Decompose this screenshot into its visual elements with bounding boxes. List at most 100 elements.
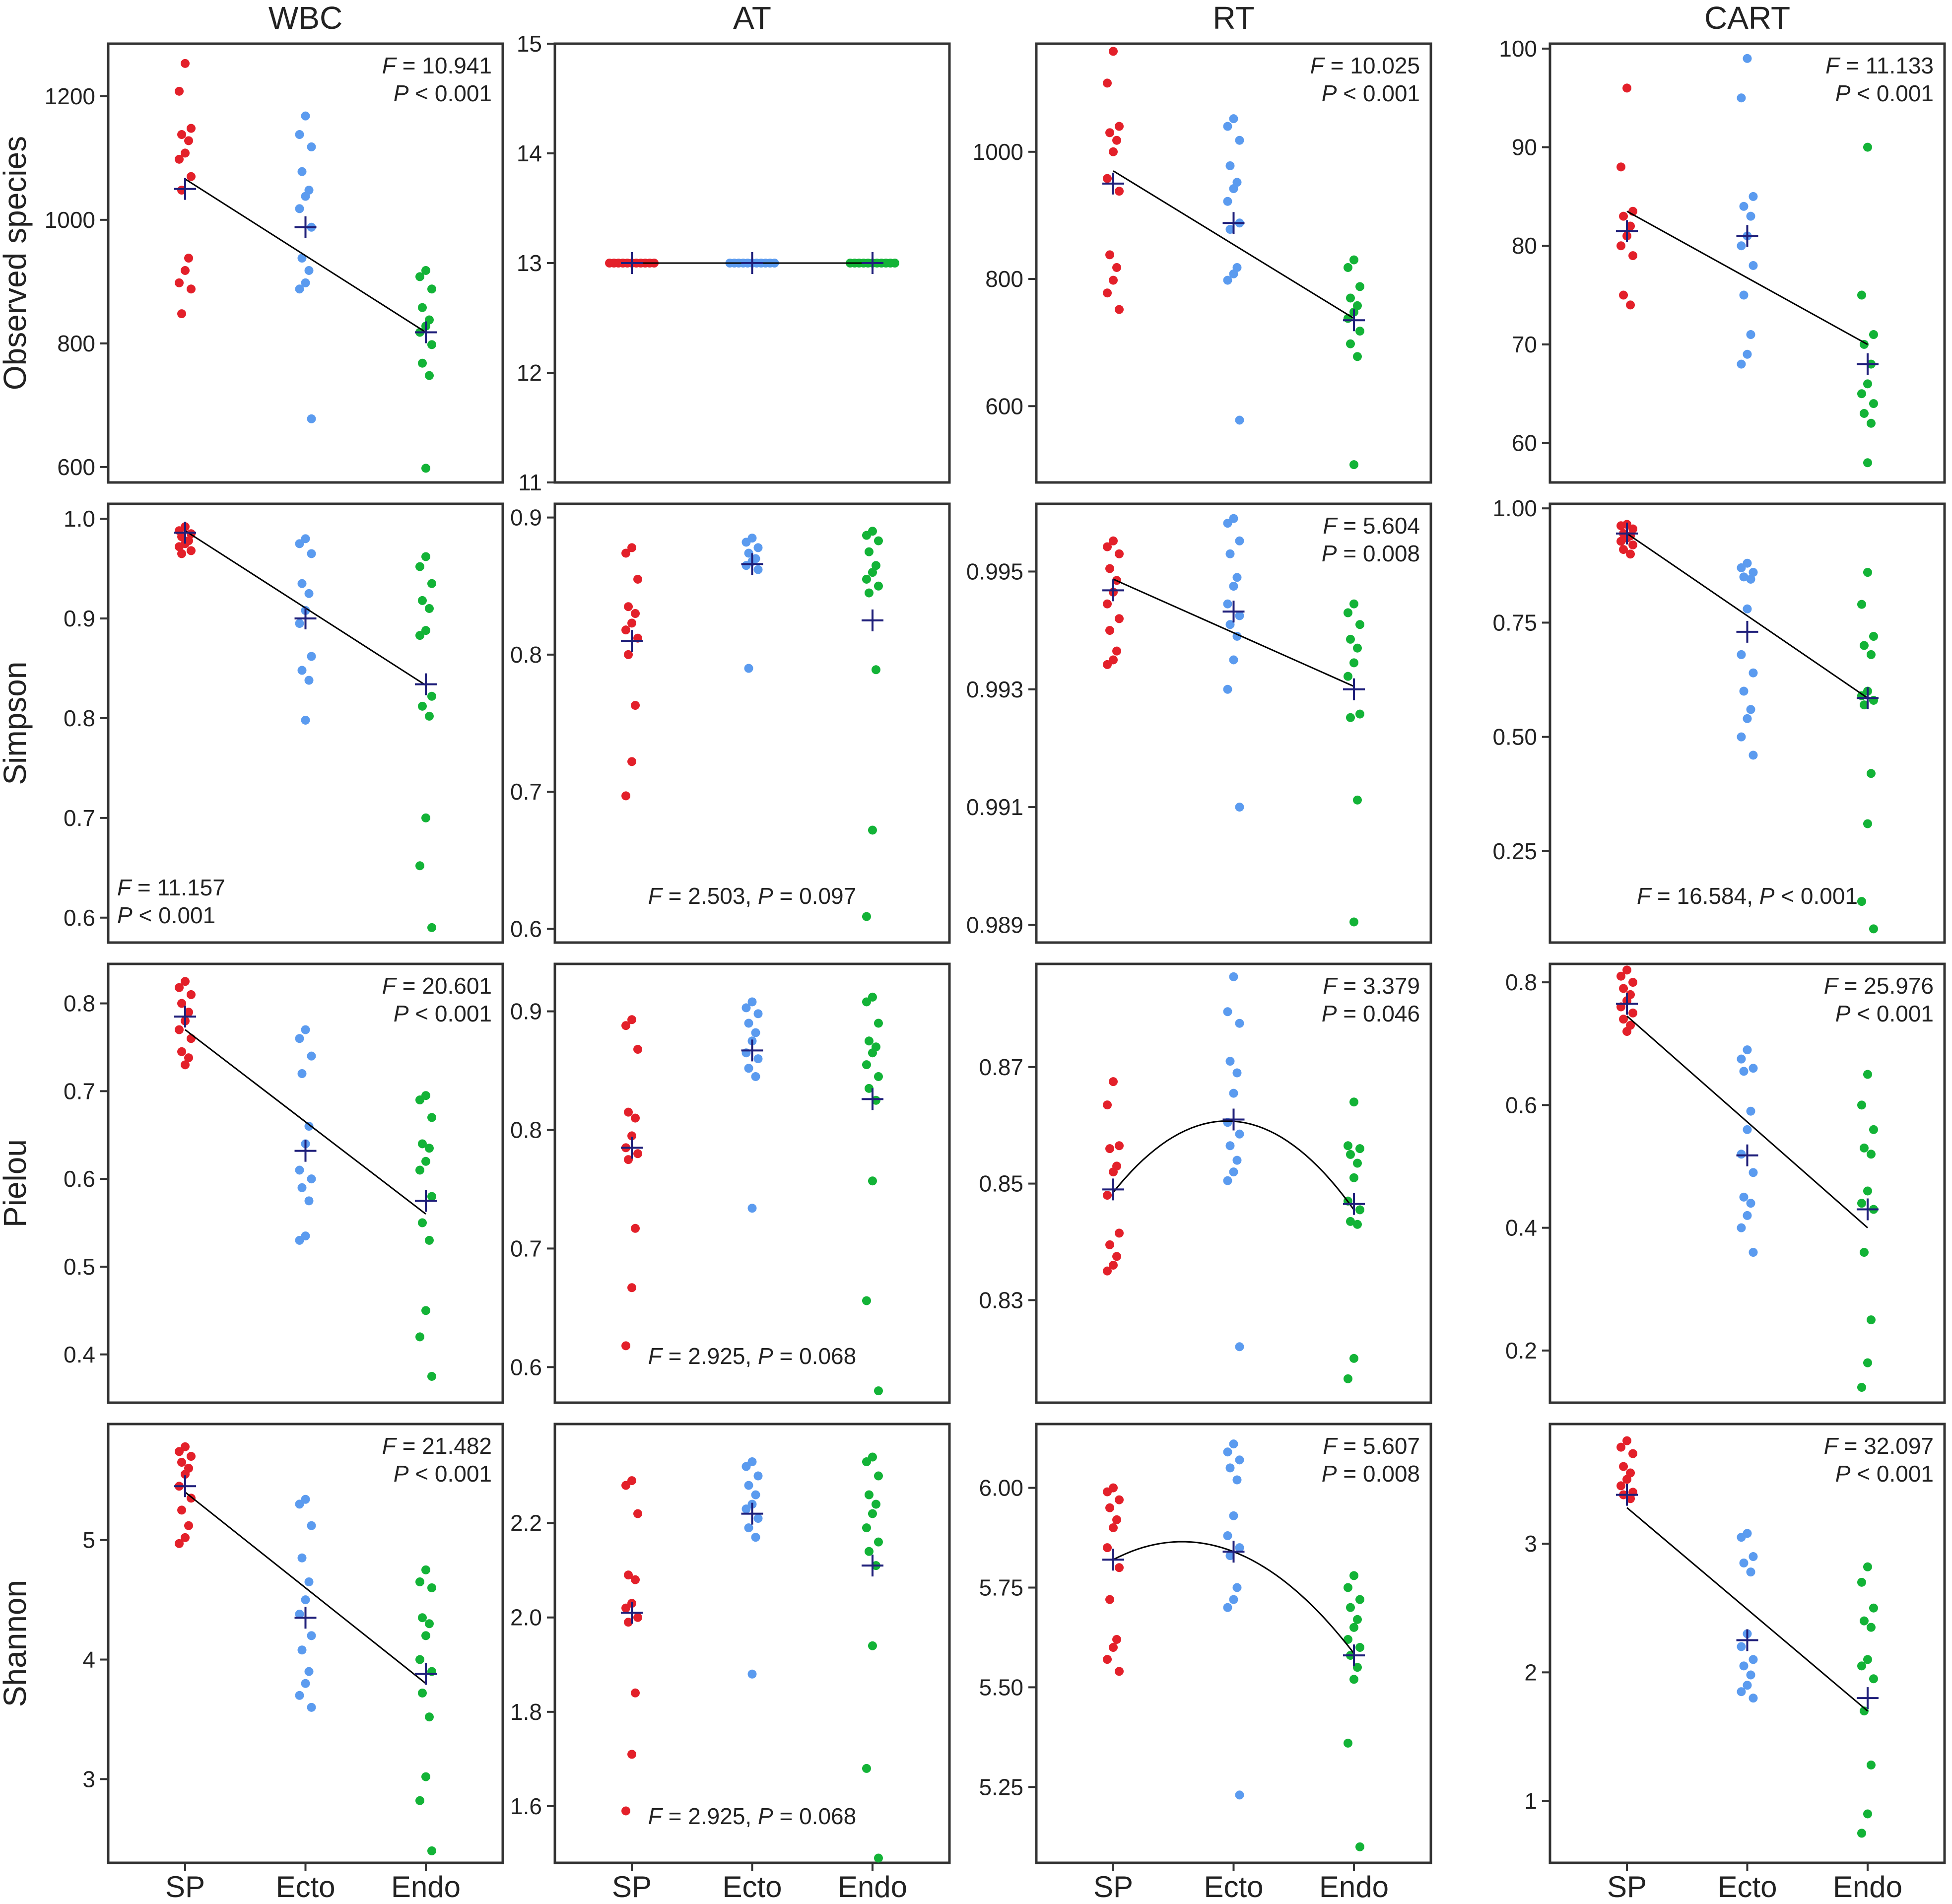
data-point-ecto [1229,655,1238,665]
data-point-sp [1103,78,1112,88]
data-point-endo [1863,1562,1872,1571]
data-point-sp [633,1613,643,1622]
y-tick-label: 3 [1524,1531,1537,1557]
data-point-sp [184,1008,194,1017]
data-point-endo [1355,282,1364,291]
data-point-endo [415,1796,424,1805]
data-point-sp [175,278,184,287]
data-point-ecto [1229,582,1238,591]
data-point-endo [1857,1199,1866,1208]
data-point-ecto [295,619,304,628]
data-point-ecto [753,1514,763,1523]
mean-marker-sp [174,522,197,544]
data-point-ecto [304,676,314,685]
stat-f-value: F = 25.976 [1824,973,1934,999]
data-point-ecto [1223,519,1232,528]
data-point-sp [1619,1015,1628,1024]
data-point-ecto [304,1196,314,1206]
panel-shannon-at: 1.6 1.8 2.0 2.2 F = 2.925, P = 0.068 [510,1423,951,1871]
data-point-endo [864,1490,874,1499]
data-point-sp [1115,1667,1124,1676]
y-tick-label: 0.6 [64,1166,95,1192]
y-tick-label: 1000 [973,139,1023,165]
data-point-sp [627,618,637,628]
data-point-endo [868,1641,877,1650]
y-tick-label: 13 [517,250,542,276]
data-point-ecto [1223,122,1232,131]
y-tick-label: 100 [1499,36,1537,62]
data-point-sp [1103,542,1112,551]
mean-marker-ecto [1222,1541,1245,1563]
y-tick-label: 0.7 [64,1078,95,1104]
data-point-ecto [304,589,314,598]
data-point-endo [890,259,899,268]
mean-marker-ecto [294,1140,317,1162]
data-point-endo [427,340,436,349]
data-point-endo [874,536,883,545]
data-point-sp [627,1131,637,1141]
data-point-endo [1352,1663,1362,1672]
data-point-ecto [753,1009,763,1019]
mean-marker-endo [861,1088,883,1110]
data-point-sp [1616,241,1626,251]
data-point-endo [1859,408,1869,418]
data-point-endo [1866,1150,1876,1159]
data-point-ecto [1235,415,1244,425]
data-point-sp [633,574,643,584]
data-point-ecto [751,1533,760,1542]
data-point-sp [1622,1436,1632,1445]
data-point-sp [1112,263,1122,272]
data-point-ecto [751,1072,760,1081]
panel-frame [1548,502,1946,944]
mean-marker-sp [1616,220,1638,242]
data-point-sp [1109,147,1118,156]
data-point-ecto [744,1064,753,1073]
data-point-ecto [744,1019,753,1028]
data-point-endo [1352,643,1362,653]
data-point-endo [1863,1070,1872,1079]
data-point-endo [415,1332,424,1342]
data-point-ecto [1223,599,1232,609]
data-point-ecto [1739,1558,1749,1567]
data-point-ecto [1235,1019,1244,1028]
panel-pielou-at: 0.6 0.7 0.8 0.9 F = 2.925, P = 0.068 [510,962,951,1404]
y-tick-label: 0.995 [966,558,1023,584]
y-tick-label: 0.50 [1492,724,1537,750]
data-point-ecto [1737,1223,1746,1232]
data-point-ecto [1225,1463,1235,1473]
data-point-endo [1352,1615,1362,1624]
mean-marker-ecto [1736,620,1758,643]
data-point-ecto [753,565,763,574]
panel-frame [1035,962,1432,1404]
data-point-ecto [1737,241,1746,251]
x-category-label-ecto: Ecto [1204,1870,1263,1904]
data-point-ecto [1223,684,1232,694]
data-point-endo [864,1084,874,1093]
data-point-endo [427,1583,436,1592]
data-point-endo [1869,924,1878,934]
data-point-sp [1112,646,1122,656]
panel-frame [1035,502,1432,944]
data-point-endo [1346,339,1355,348]
data-point-endo [1866,1623,1876,1632]
column-title-rt: RT [1212,0,1254,36]
data-point-sp [1109,536,1118,545]
data-point-ecto [297,254,307,263]
data-point-ecto [1225,1141,1235,1151]
data-point-sp [1616,521,1626,531]
data-point-ecto [1232,1068,1242,1078]
y-tick-label: 1.6 [510,1793,542,1819]
data-point-endo [862,531,871,540]
regression-line [185,178,426,333]
data-point-endo [1355,709,1364,719]
data-point-endo [1857,897,1866,906]
data-point-ecto [301,1025,310,1034]
data-point-sp [1626,300,1635,310]
data-point-ecto [1749,1168,1758,1177]
data-point-sp [1616,162,1626,172]
panel-frame [107,42,504,484]
data-point-endo [1343,1141,1352,1151]
data-point-sp [181,1533,190,1542]
data-point-sp [631,701,640,710]
